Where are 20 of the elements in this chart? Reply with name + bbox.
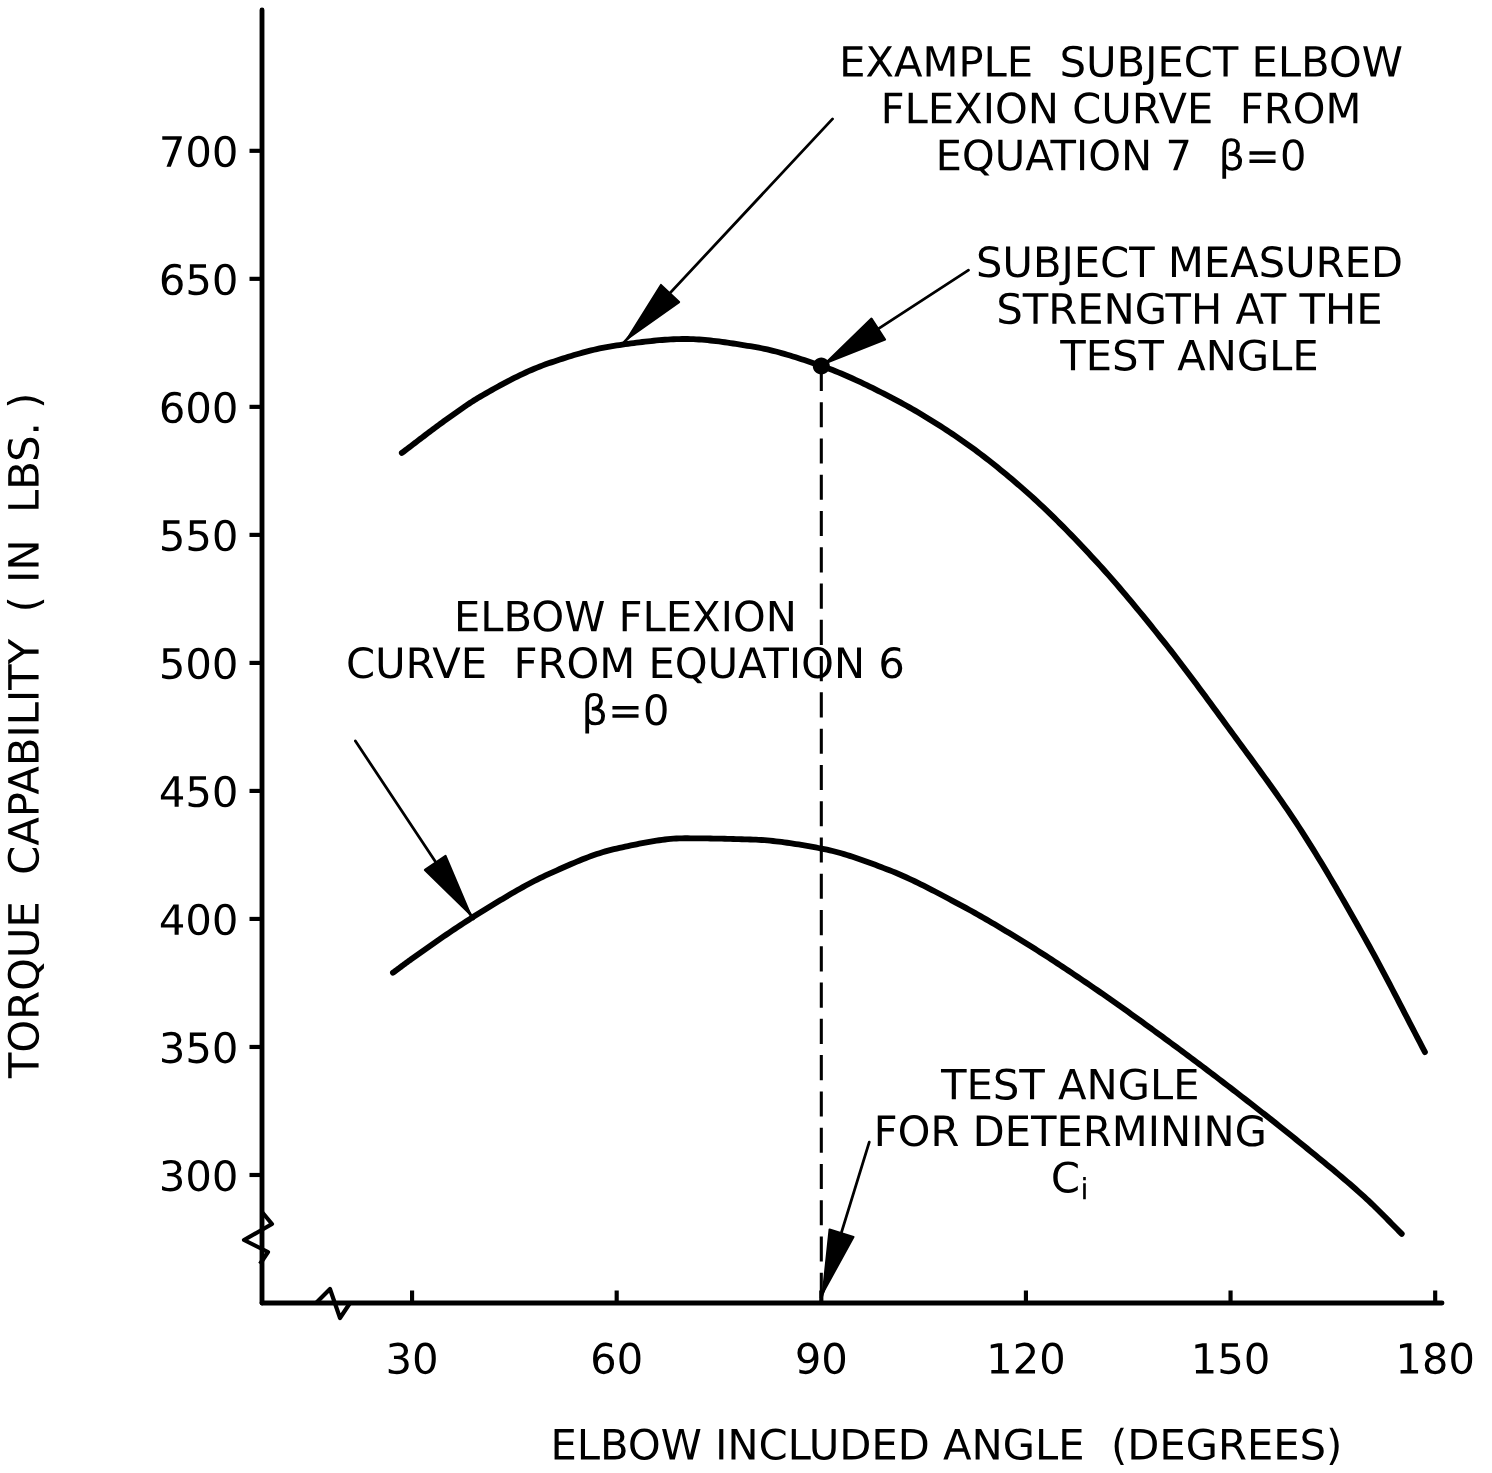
x-tick-label: 150 (1195, 1342, 1268, 1375)
x-axis-title: ELBOW INCLUDED ANGLE (DEGREES) (554, 1427, 1339, 1465)
y-tick-label: 400 (160, 903, 236, 936)
x-tick-label: 60 (593, 1342, 641, 1375)
x-tick-label: 180 (1399, 1342, 1473, 1375)
y-tick-label: 550 (162, 519, 236, 552)
y-tick-label: 700 (162, 135, 236, 168)
y-tick-label: 600 (161, 391, 236, 424)
x-tick-label: 90 (797, 1342, 846, 1375)
annotation: SUBJECT MEASURED STRENGTH AT THE TEST ANGLE (978, 246, 1401, 371)
annotation: EXAMPLE SUBJECT ELBOW FLEXION CURVE FROM EQUATION 7 β=0 (843, 45, 1402, 179)
y-tick-label: 450 (160, 775, 236, 808)
y-tick-label: 650 (161, 263, 236, 296)
x-tick-label: 30 (388, 1342, 436, 1375)
y-tick-label: 300 (162, 1159, 236, 1192)
y-tick-label: 500 (162, 647, 236, 680)
x-tick-label: 120 (990, 1342, 1063, 1375)
y-tick-label: 350 (162, 1031, 236, 1064)
y-axis-title: TORQUE CAPABILITY ( IN LBS. ) (6, 396, 45, 1079)
annotation: TEST ANGLE FOR DETERMINING C$_{i}$ (877, 1068, 1264, 1200)
